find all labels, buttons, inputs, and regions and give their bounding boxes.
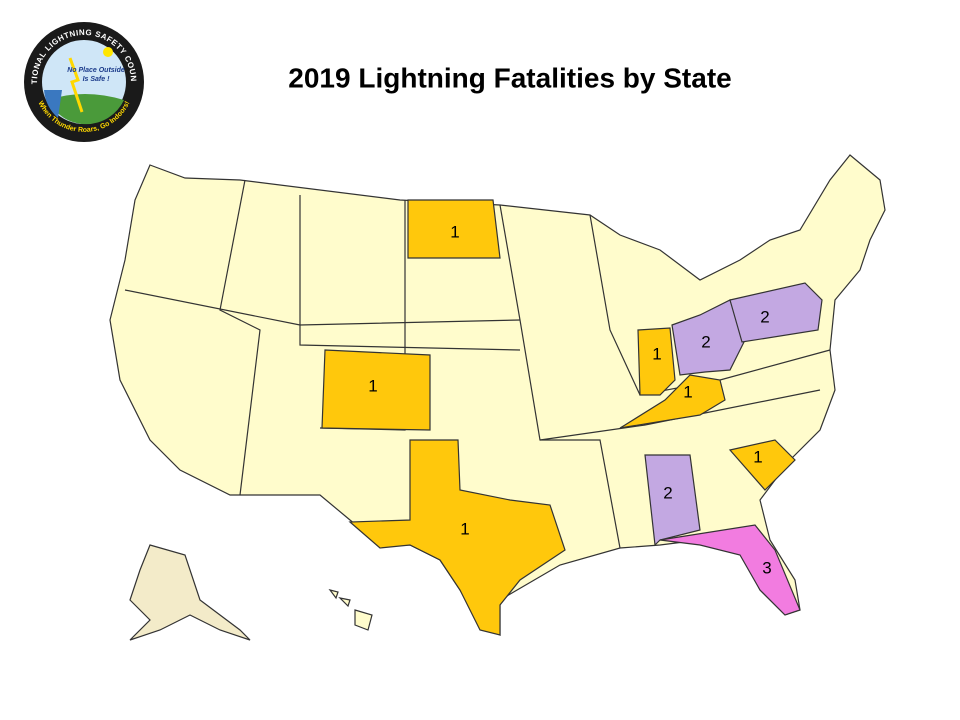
logo: NATIONAL LIGHTNING SAFETY COUNCIL When T… — [0, 0, 144, 142]
title: 2019 Lightning Fatalities by State — [288, 62, 731, 93]
state — [348, 439, 566, 636]
state-count: 1 — [683, 382, 692, 401]
state-count: 1 — [368, 376, 377, 395]
state-count: 2 — [663, 483, 672, 502]
state — [321, 349, 431, 431]
state-count: 1 — [652, 344, 661, 363]
state — [671, 299, 746, 376]
state-count: 2 — [701, 332, 710, 351]
state — [407, 199, 501, 259]
states: 1 1 1 1 2 2 1 1 2 3 — [321, 199, 823, 636]
state — [659, 524, 801, 616]
state-count: 1 — [460, 519, 469, 538]
state-count: 1 — [753, 447, 762, 466]
state — [729, 282, 823, 343]
logo-slogan: Is Safe ! — [83, 76, 111, 83]
state — [644, 454, 701, 547]
state-count: 3 — [762, 558, 771, 577]
state — [619, 374, 726, 429]
state — [637, 327, 676, 396]
state — [728, 439, 796, 491]
state-count: 2 — [760, 307, 769, 326]
logo-slogan: No Place Outside — [67, 67, 125, 74]
state-count: 1 — [450, 222, 459, 241]
